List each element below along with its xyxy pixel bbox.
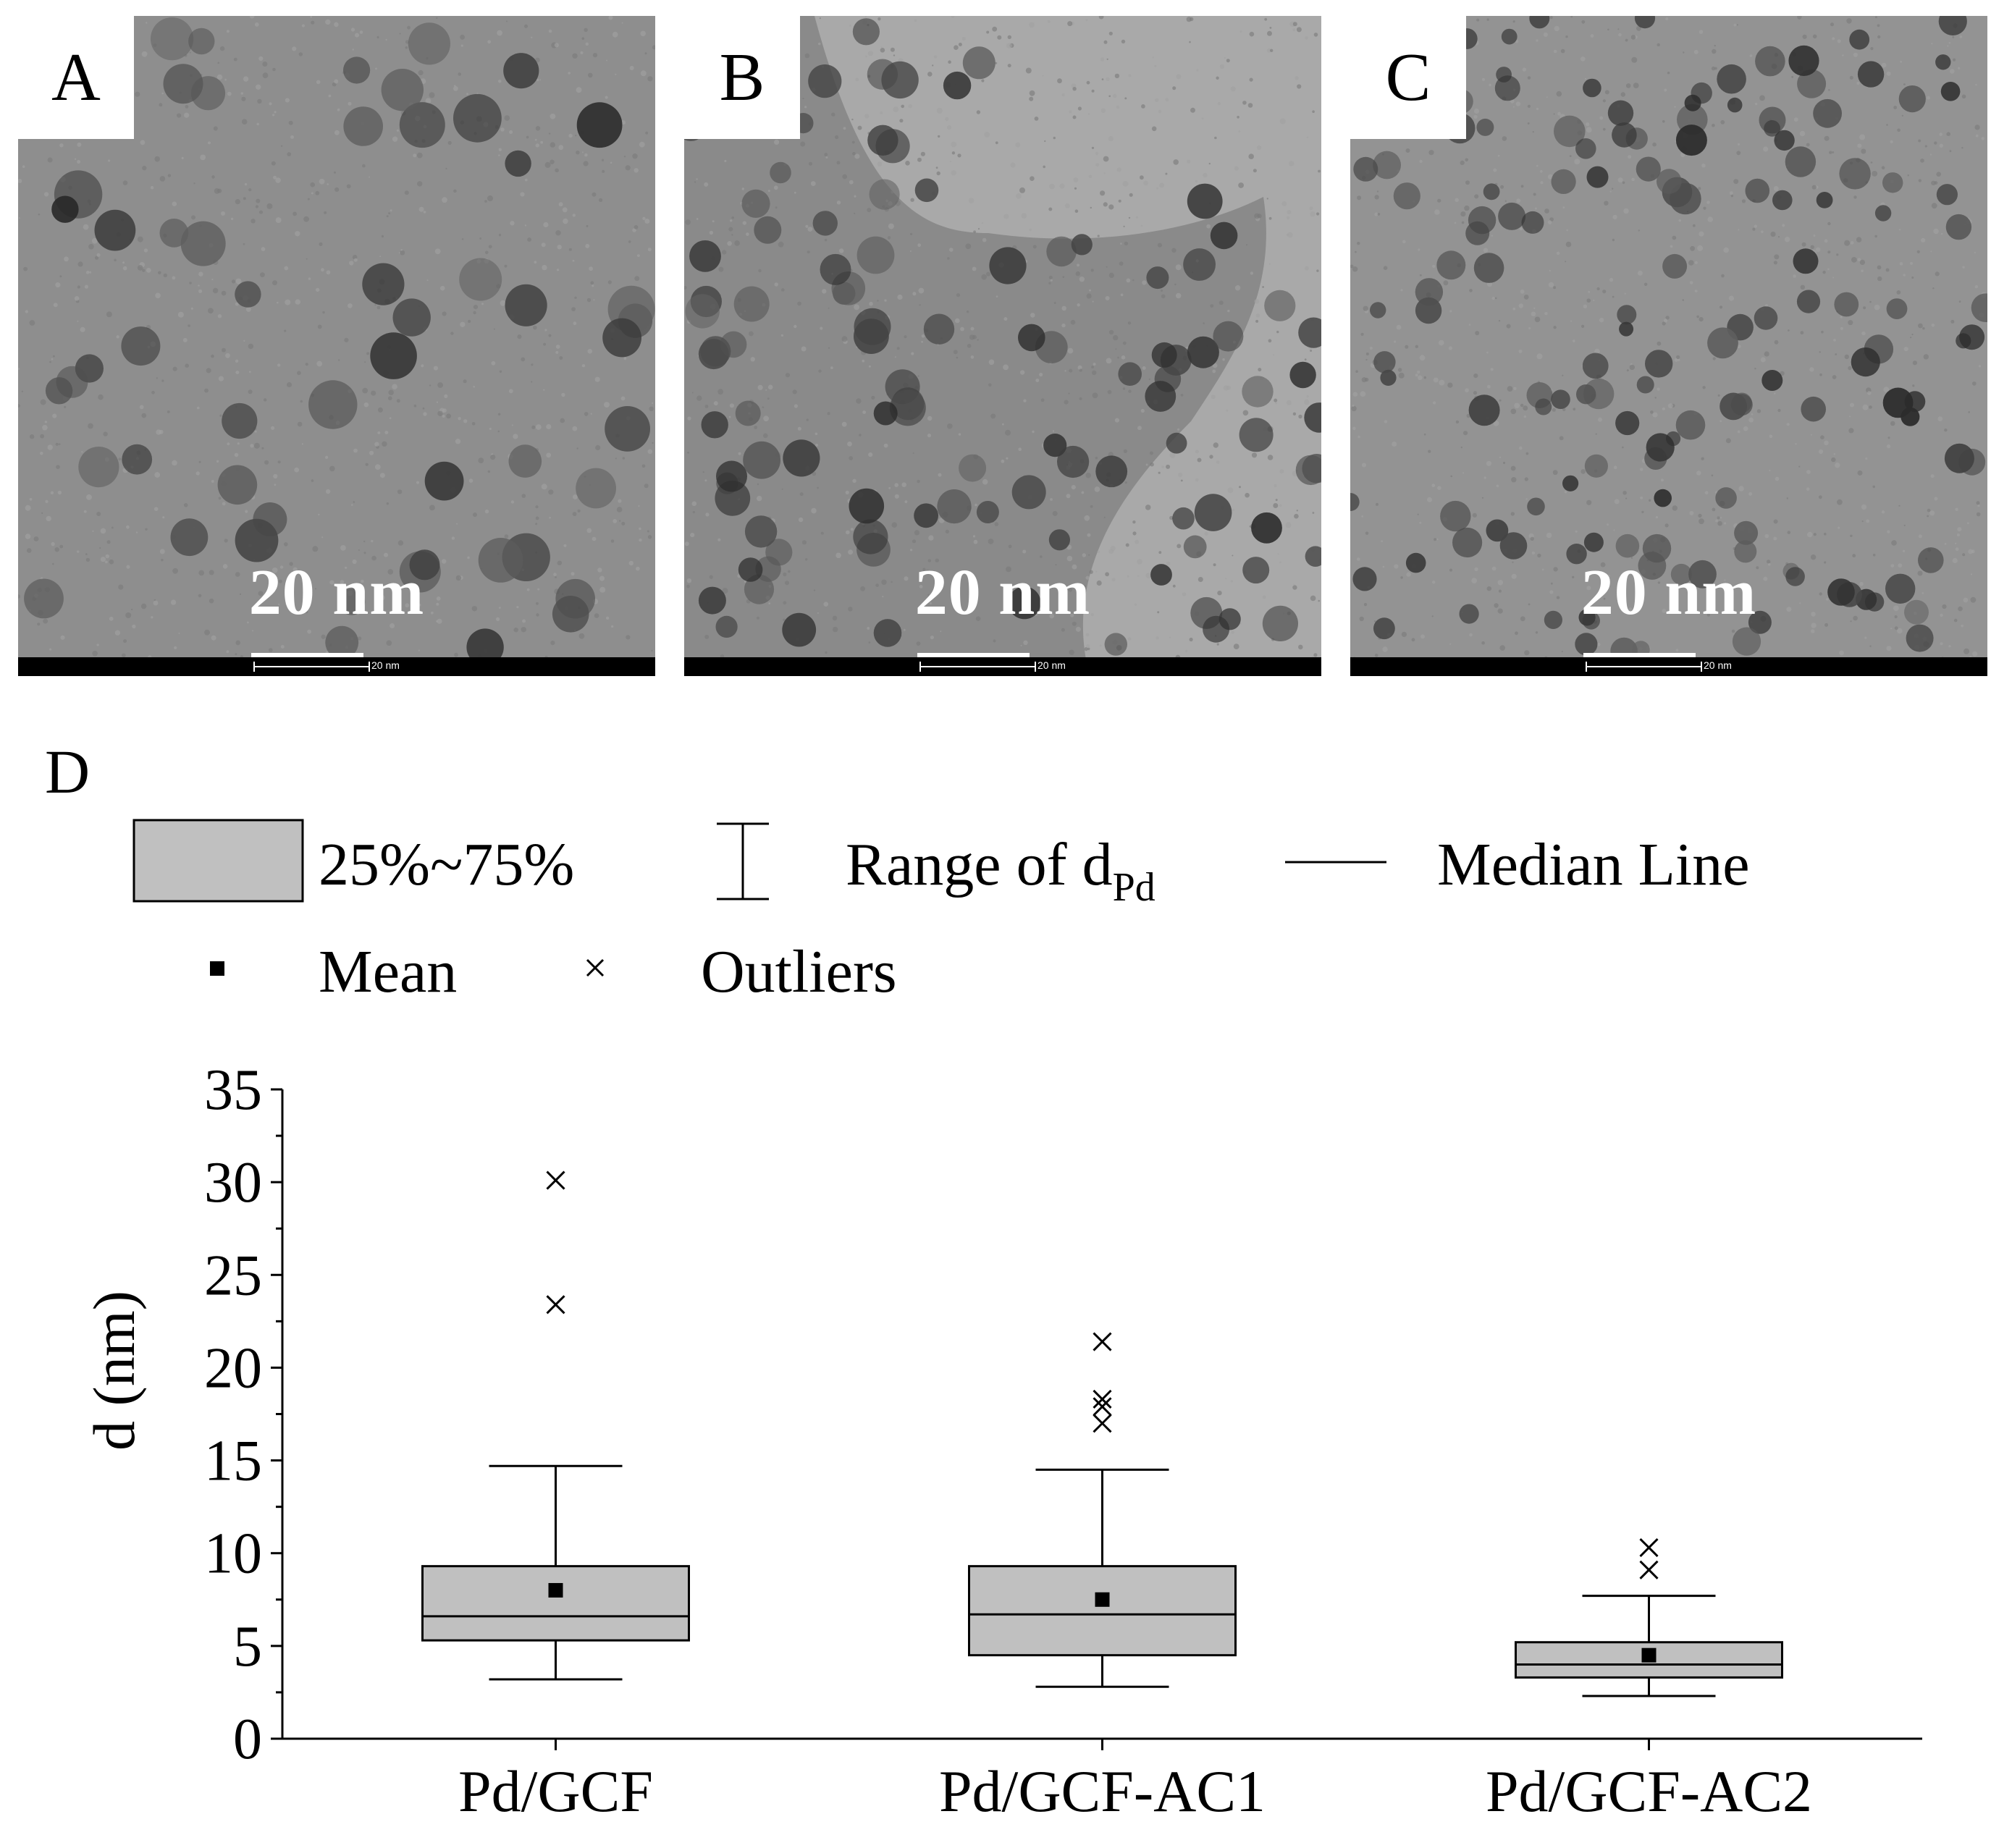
box-group: [421, 1170, 690, 1681]
y-tick-label: 15: [204, 1430, 262, 1493]
iqr-box: [968, 1565, 1237, 1657]
scale-label-a: 20 nm: [248, 557, 425, 628]
panel-letter-b: B: [684, 16, 800, 139]
y-tick-label: 30: [204, 1151, 262, 1215]
outlier-marker: [1093, 1389, 1112, 1409]
outlier-marker: [1639, 1560, 1659, 1579]
outlier-marker: [1639, 1537, 1659, 1558]
info-bar-a: 20 nm: [18, 657, 655, 676]
y-axis-label: d (nm): [81, 1291, 147, 1451]
info-scale-label-b: 20 nm: [1037, 659, 1066, 671]
box-group: [1515, 1537, 1783, 1697]
legend-box-swatch: [132, 819, 304, 903]
scale-label-c: 20 nm: [1580, 557, 1757, 628]
y-tick-label: 35: [204, 1058, 262, 1122]
x-tick-label: Pd/GCF-AC1: [939, 1758, 1266, 1824]
y-tick-label: 25: [204, 1244, 262, 1307]
y-tick-label: 10: [204, 1522, 262, 1586]
x-ticks: Pd/GCF Pd/GCF-AC1 Pd/GCF-AC2: [458, 1739, 1812, 1824]
legend-range-label: Range of dPd: [846, 831, 1156, 910]
x-tick-label: Pd/GCF: [458, 1758, 653, 1824]
legend-mean-symbol: [210, 961, 224, 976]
tem-panel-c: C 20 nm 20 nm: [1350, 16, 1987, 676]
mean-marker: [1641, 1647, 1657, 1663]
outlier-marker: [1093, 1414, 1112, 1433]
y-tick-label: 0: [233, 1708, 262, 1771]
info-scale-label-a: 20 nm: [371, 659, 400, 671]
info-bar-c: 20 nm: [1350, 657, 1987, 676]
outlier-marker: [546, 1170, 565, 1190]
legend-box-label: 25%~75%: [319, 831, 574, 898]
legend-outliers-label: Outliers: [701, 938, 897, 1005]
iqr-box: [421, 1565, 690, 1642]
tem-panel-b: B 20 nm 20 nm: [684, 16, 1321, 676]
outlier-marker: [1093, 1397, 1112, 1417]
tem-image-a: [18, 16, 655, 676]
box-plot-chart: D 25%~75% Range of dPd Median Line Mean …: [45, 737, 1922, 1824]
scale-label-b: 20 nm: [914, 557, 1091, 628]
panel-letter-c: C: [1350, 16, 1466, 139]
legend-outlier-symbol: [586, 958, 605, 977]
boxes: [421, 1170, 1783, 1697]
legend-range-symbol: [717, 822, 769, 900]
y-tick-label: 5: [233, 1615, 262, 1679]
legend-mean-label: Mean: [319, 938, 457, 1005]
info-scale-label-c: 20 nm: [1704, 659, 1732, 671]
panel-letter-d: D: [45, 737, 90, 806]
outlier-marker: [546, 1295, 565, 1315]
outlier-marker: [1093, 1332, 1112, 1351]
mean-marker: [548, 1582, 563, 1598]
legend-median-label: Median Line: [1437, 831, 1750, 898]
legend: 25%~75% Range of dPd Median Line Mean Ou…: [132, 819, 1750, 1005]
y-tick-label: 20: [204, 1336, 262, 1400]
panel-letter-a: A: [18, 16, 134, 139]
mean-marker: [1095, 1592, 1110, 1607]
box-group: [968, 1332, 1237, 1688]
tem-image-c: [1350, 16, 1987, 676]
x-tick-label: Pd/GCF-AC2: [1486, 1758, 1812, 1824]
info-bar-b: 20 nm: [684, 657, 1321, 676]
y-ticks: 0 5 10 15 20 25 30 35: [204, 1058, 282, 1771]
tem-panel-a: A 20 nm 20 nm: [18, 16, 655, 676]
